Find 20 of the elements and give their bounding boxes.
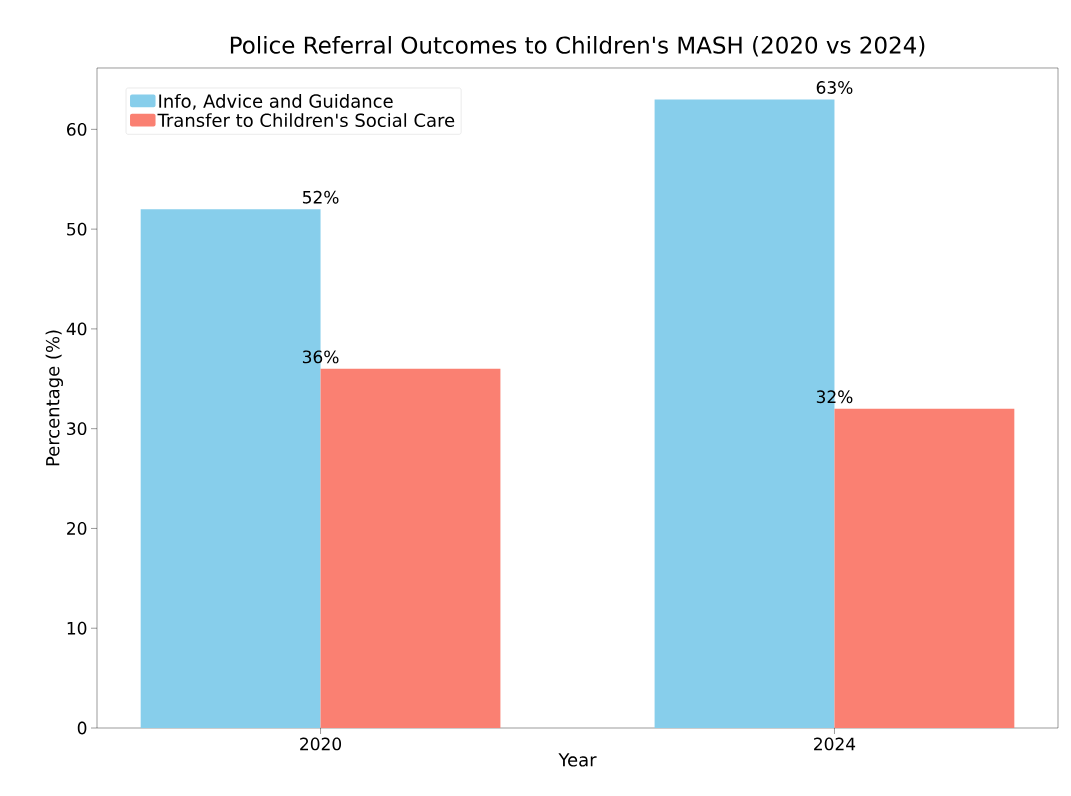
bar	[834, 408, 1015, 728]
chart-title: Police Referral Outcomes to Children's MASH (2020 vs 2024)	[230, 35, 925, 57]
y-tick-label: 20	[67, 522, 87, 535]
data-label: 52%	[302, 190, 339, 204]
y-tick-label: 30	[67, 422, 87, 436]
data-label: 63%	[816, 81, 853, 94]
bar	[320, 368, 501, 728]
y-tick-label: 50	[67, 222, 87, 236]
x-axis-title: Year	[558, 753, 597, 767]
data-label: 36%	[302, 350, 339, 364]
y-tick-label: 10	[67, 621, 87, 635]
y-tick-label: 0	[77, 721, 87, 735]
data-label: 32%	[816, 390, 853, 404]
y-tick-label: 60	[67, 122, 87, 136]
y-tick-label: 40	[66, 322, 87, 336]
legend-label: Info, Advice and Guidance	[159, 93, 393, 110]
y-axis-title: Percentage (%)	[45, 330, 64, 466]
x-tick-label: 2024	[814, 737, 856, 751]
legend-label: Transfer to Children's Social Care	[157, 113, 455, 128]
x-tick-label: 2020	[300, 737, 342, 751]
